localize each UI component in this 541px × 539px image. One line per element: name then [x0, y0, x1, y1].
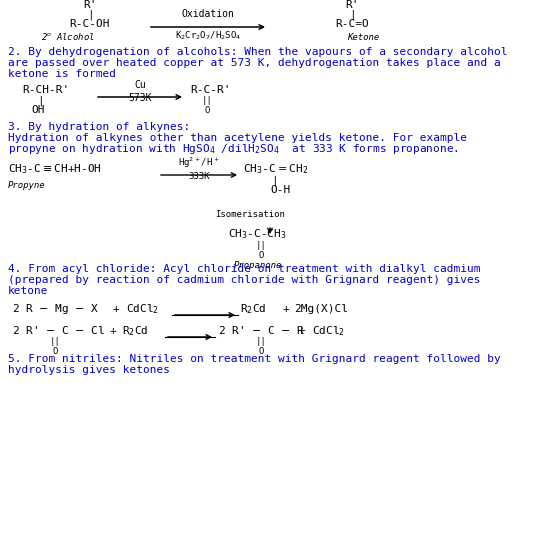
Text: 2 R' $-$ C $-$ R: 2 R' $-$ C $-$ R	[218, 324, 306, 336]
Text: ketone: ketone	[8, 286, 49, 296]
Text: 2Mg(X)Cl: 2Mg(X)Cl	[294, 304, 348, 314]
Text: Hg$^{2+}$/H$^+$: Hg$^{2+}$/H$^+$	[178, 156, 220, 170]
Text: are passed over heated copper at 573 K, dehydrogenation takes place and a: are passed over heated copper at 573 K, …	[8, 58, 501, 68]
Text: ||: ||	[256, 337, 266, 346]
Text: propyne on hydration with HgSO$_4$ /dilH$_2$SO$_4$  at 333 K forms propanone.: propyne on hydration with HgSO$_4$ /dilH…	[8, 142, 459, 156]
Text: R$_2$Cd: R$_2$Cd	[240, 302, 266, 316]
Text: +: +	[110, 326, 117, 336]
Text: R-C=O: R-C=O	[335, 19, 369, 29]
Text: 5. From nitriles: Nitriles on treatment with Grignard reagent followed by: 5. From nitriles: Nitriles on treatment …	[8, 354, 501, 364]
Text: O: O	[258, 347, 263, 356]
Text: CH$_3$-C-CH$_3$: CH$_3$-C-CH$_3$	[228, 227, 287, 241]
Text: hydrolysis gives ketones: hydrolysis gives ketones	[8, 365, 170, 375]
Text: Hydration of alkynes other than acetylene yields ketone. For example: Hydration of alkynes other than acetylen…	[8, 133, 467, 143]
Text: CH$_3$-C$\equiv$CH+H-OH: CH$_3$-C$\equiv$CH+H-OH	[8, 162, 102, 176]
Text: O: O	[52, 347, 58, 356]
Text: K$_2$Cr$_2$O$_7$/H$_2$SO$_4$: K$_2$Cr$_2$O$_7$/H$_2$SO$_4$	[175, 30, 241, 43]
Text: R': R'	[83, 0, 97, 10]
Text: 2 R $-$ Mg $-$ X: 2 R $-$ Mg $-$ X	[12, 302, 100, 316]
Text: 2. By dehydrogenation of alcohols: When the vapours of a secondary alcohol: 2. By dehydrogenation of alcohols: When …	[8, 47, 507, 57]
Text: (prepared by reaction of cadmium chloride with Grignard reagent) gives: (prepared by reaction of cadmium chlorid…	[8, 275, 480, 285]
Text: Propanone: Propanone	[234, 261, 282, 270]
Text: +: +	[113, 304, 120, 314]
Text: 2$^o$ Alcohol: 2$^o$ Alcohol	[41, 31, 95, 42]
Text: |: |	[37, 95, 43, 106]
Text: R-C-R': R-C-R'	[190, 85, 230, 95]
Text: CH$_3$-C$=$CH$_2$: CH$_3$-C$=$CH$_2$	[243, 162, 308, 176]
Text: Ketone: Ketone	[347, 33, 379, 42]
Text: Cu: Cu	[134, 80, 146, 90]
Text: ||: ||	[202, 96, 213, 105]
Text: O-H: O-H	[270, 185, 291, 195]
Text: 573K: 573K	[128, 93, 151, 103]
Text: R': R'	[345, 0, 359, 10]
Text: 4. From acyl chloride: Acyl chloride on treatment with dialkyl cadmium: 4. From acyl chloride: Acyl chloride on …	[8, 264, 480, 274]
Text: ketone is formed: ketone is formed	[8, 69, 116, 79]
Text: ||: ||	[256, 241, 266, 250]
Text: OH: OH	[31, 105, 45, 115]
Text: 2 R' $-$ C $-$ Cl: 2 R' $-$ C $-$ Cl	[12, 324, 105, 336]
Text: Isomerisation: Isomerisation	[215, 210, 285, 219]
Text: O: O	[204, 106, 210, 115]
Text: +: +	[283, 304, 290, 314]
Text: ||: ||	[50, 337, 61, 346]
Text: |: |	[270, 175, 278, 185]
Text: R-C-OH: R-C-OH	[70, 19, 110, 29]
Text: R$_2$Cd: R$_2$Cd	[122, 324, 148, 338]
Text: 3. By hydration of alkynes:: 3. By hydration of alkynes:	[8, 122, 190, 132]
Text: |: |	[87, 9, 94, 19]
Text: 333K: 333K	[188, 172, 210, 181]
Text: R-CH-R': R-CH-R'	[22, 85, 69, 95]
Text: Propyne: Propyne	[8, 181, 45, 190]
Text: $+$ CdCl$_2$: $+$ CdCl$_2$	[296, 324, 345, 338]
Text: Oxidation: Oxidation	[182, 9, 234, 19]
Text: CdCl$_2$: CdCl$_2$	[126, 302, 159, 316]
Text: O: O	[258, 251, 263, 260]
Text: |: |	[348, 9, 355, 19]
